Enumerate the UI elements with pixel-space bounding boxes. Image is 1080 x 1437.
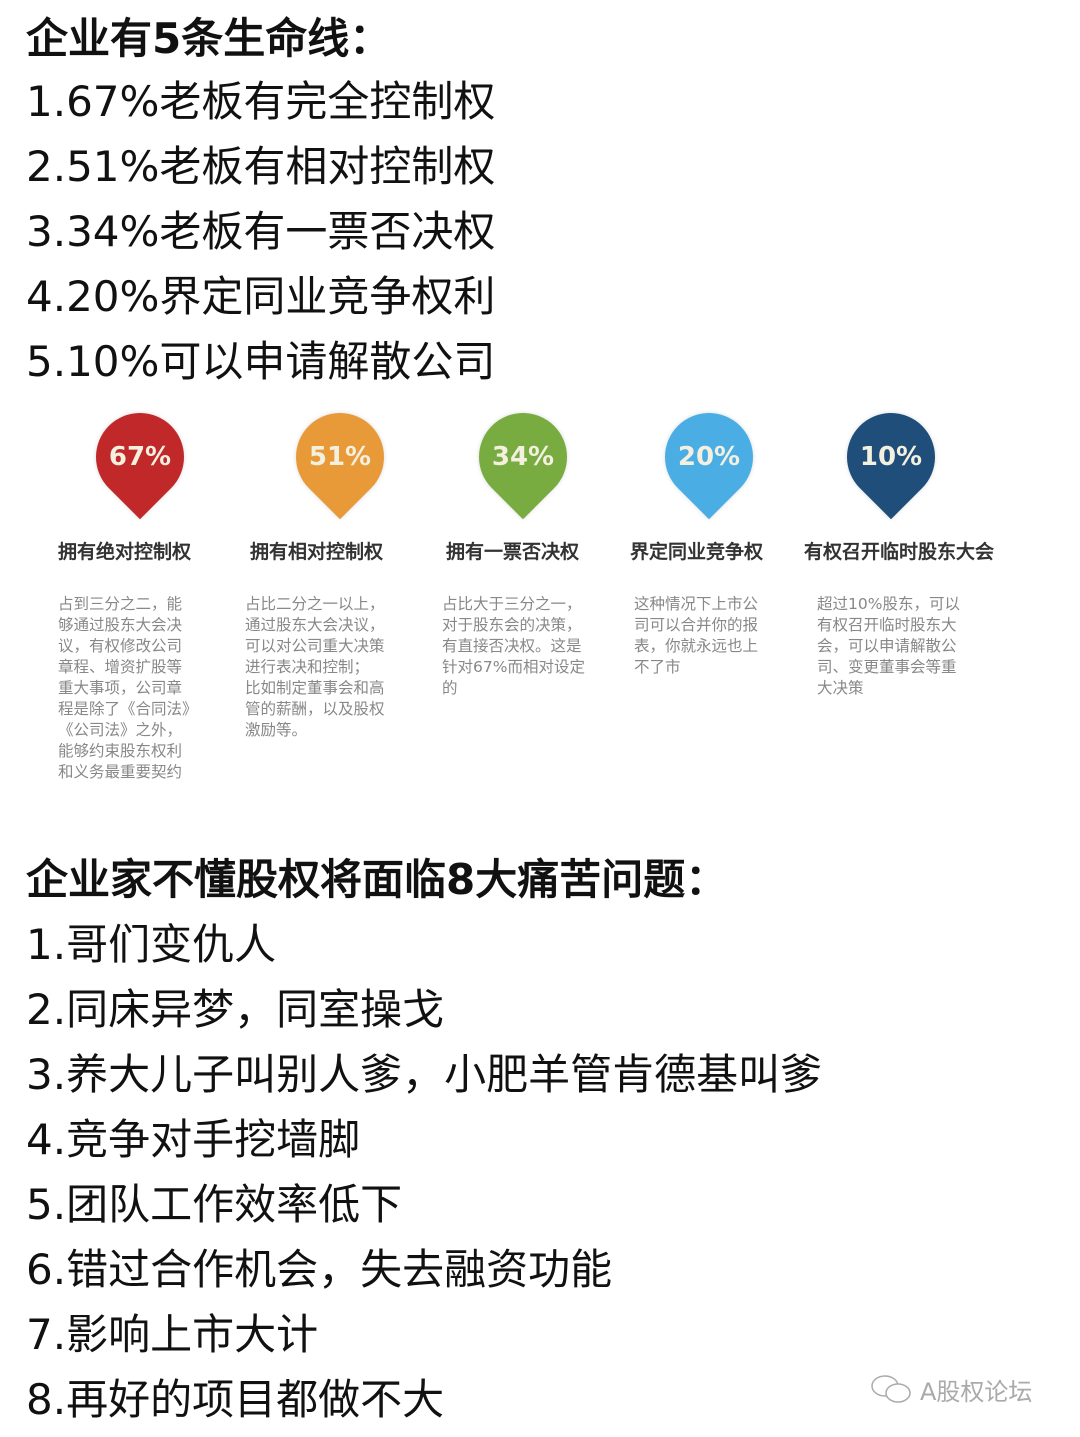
problem-item: 7.影响上市大计 bbox=[26, 1310, 319, 1359]
problem-item: 1.哥们变仇人 bbox=[26, 920, 277, 969]
problem-item: 6.错过合作机会，失去融资功能 bbox=[26, 1245, 613, 1294]
problem-item: 2.同床异梦，同室操戈 bbox=[26, 985, 445, 1034]
problem-item: 8.再好的项目都做不大 bbox=[26, 1375, 445, 1424]
section1-title: 企业有5条生命线： bbox=[26, 14, 392, 63]
description-line: 有直接否决权。这是 bbox=[442, 637, 582, 655]
description-line: 大决策 bbox=[817, 679, 864, 697]
pin-description: 占到三分之二，能 够通过股东大会决 议，有权修改公司 章程、增资扩股等 重大事项，公司章… bbox=[58, 594, 218, 783]
pin-percent: 34% bbox=[491, 442, 555, 472]
lifeline-item: 2.51%老板有相对控制权 bbox=[26, 142, 496, 191]
description-line: 章程、增资扩股等 bbox=[58, 658, 183, 676]
description-line: 不了市 bbox=[634, 658, 681, 676]
pin-label: 拥有绝对控制权 bbox=[58, 541, 192, 563]
pin-label: 拥有相对控制权 bbox=[250, 541, 384, 563]
description-line: 对于股东会的决策， bbox=[442, 616, 582, 634]
description-line: 通过股东大会决议， bbox=[245, 616, 385, 634]
description-line: 占比大于三分之一， bbox=[442, 595, 582, 613]
description-line: 管的薪酬，以及股权 bbox=[245, 700, 385, 718]
description-line: 能够约束股东权利 bbox=[58, 742, 183, 760]
description-line: 和义务最重要契约 bbox=[58, 763, 183, 781]
lifeline-item: 3.34%老板有一票否决权 bbox=[26, 207, 496, 256]
pin-description: 占比二分之一以上， 通过股东大会决议， 可以对公司重大决策 进行表决和控制； 比如制定董… bbox=[245, 594, 405, 741]
description-line: 重大事项，公司章 bbox=[58, 679, 183, 697]
problem-item: 4.竞争对手挖墙脚 bbox=[26, 1115, 361, 1164]
description-line: 占到三分之二，能 bbox=[58, 595, 183, 613]
pin-label: 有权召开临时股东大会 bbox=[804, 541, 995, 563]
pin-description: 这种情况下上市公 司可以合并你的报 表，你就永远也上 不了市 bbox=[634, 594, 794, 678]
lifeline-item: 5.10%可以申请解散公司 bbox=[26, 337, 496, 386]
description-line: 表，你就永远也上 bbox=[634, 637, 759, 655]
pin-percent: 20% bbox=[677, 442, 741, 472]
description-line: 够通过股东大会决 bbox=[58, 616, 183, 634]
lifeline-item: 4.20%界定同业竞争权利 bbox=[26, 272, 496, 321]
watermark-text: A股权论坛 bbox=[920, 1378, 1033, 1406]
description-line: 会，可以申请解散公 bbox=[817, 637, 957, 655]
lifeline-item: 1.67%老板有完全控制权 bbox=[26, 77, 496, 126]
pin-description: 超过10%股东，可以 有权召开临时股东大 会，可以申请解散公 司、变更董事会等重 大决策 bbox=[817, 594, 977, 699]
problem-item: 3.养大儿子叫别人爹，小肥羊管肯德基叫爹 bbox=[26, 1050, 823, 1099]
description-line: 的 bbox=[442, 679, 458, 697]
description-line: 《公司法》之外， bbox=[58, 721, 183, 739]
pin-label: 界定同业竞争权 bbox=[630, 541, 764, 563]
pin-label: 拥有一票否决权 bbox=[446, 541, 580, 563]
pin-description: 占比大于三分之一， 对于股东会的决策， 有直接否决权。这是 针对67%而相对设定的 bbox=[442, 594, 602, 699]
description-line: 程是除了《合同法》 bbox=[58, 700, 198, 718]
problem-item: 5.团队工作效率低下 bbox=[26, 1180, 403, 1229]
section2-title: 企业家不懂股权将面临8大痛苦问题： bbox=[26, 855, 728, 904]
pin-percent: 51% bbox=[308, 442, 372, 472]
description-line: 议，有权修改公司 bbox=[58, 637, 183, 655]
description-line: 司、变更董事会等重 bbox=[817, 658, 957, 676]
description-line: 可以对公司重大决策 bbox=[245, 637, 385, 655]
description-line: 有权召开临时股东大 bbox=[817, 616, 957, 634]
description-line: 司可以合并你的报 bbox=[634, 616, 759, 634]
pin-percent: 67% bbox=[108, 442, 172, 472]
description-line: 占比二分之一以上， bbox=[245, 595, 385, 613]
wechat-icon bbox=[871, 1374, 911, 1403]
description-line: 针对67%而相对设定 bbox=[442, 658, 585, 676]
description-line: 超过10%股东，可以 bbox=[817, 595, 960, 613]
pin-percent: 10% bbox=[859, 442, 923, 472]
description-line: 这种情况下上市公 bbox=[634, 595, 759, 613]
description-line: 激励等。 bbox=[245, 721, 308, 739]
description-line: 进行表决和控制； bbox=[245, 658, 370, 676]
description-line: 比如制定董事会和高 bbox=[245, 679, 385, 697]
watermark: A股权论坛 bbox=[870, 1372, 1032, 1407]
